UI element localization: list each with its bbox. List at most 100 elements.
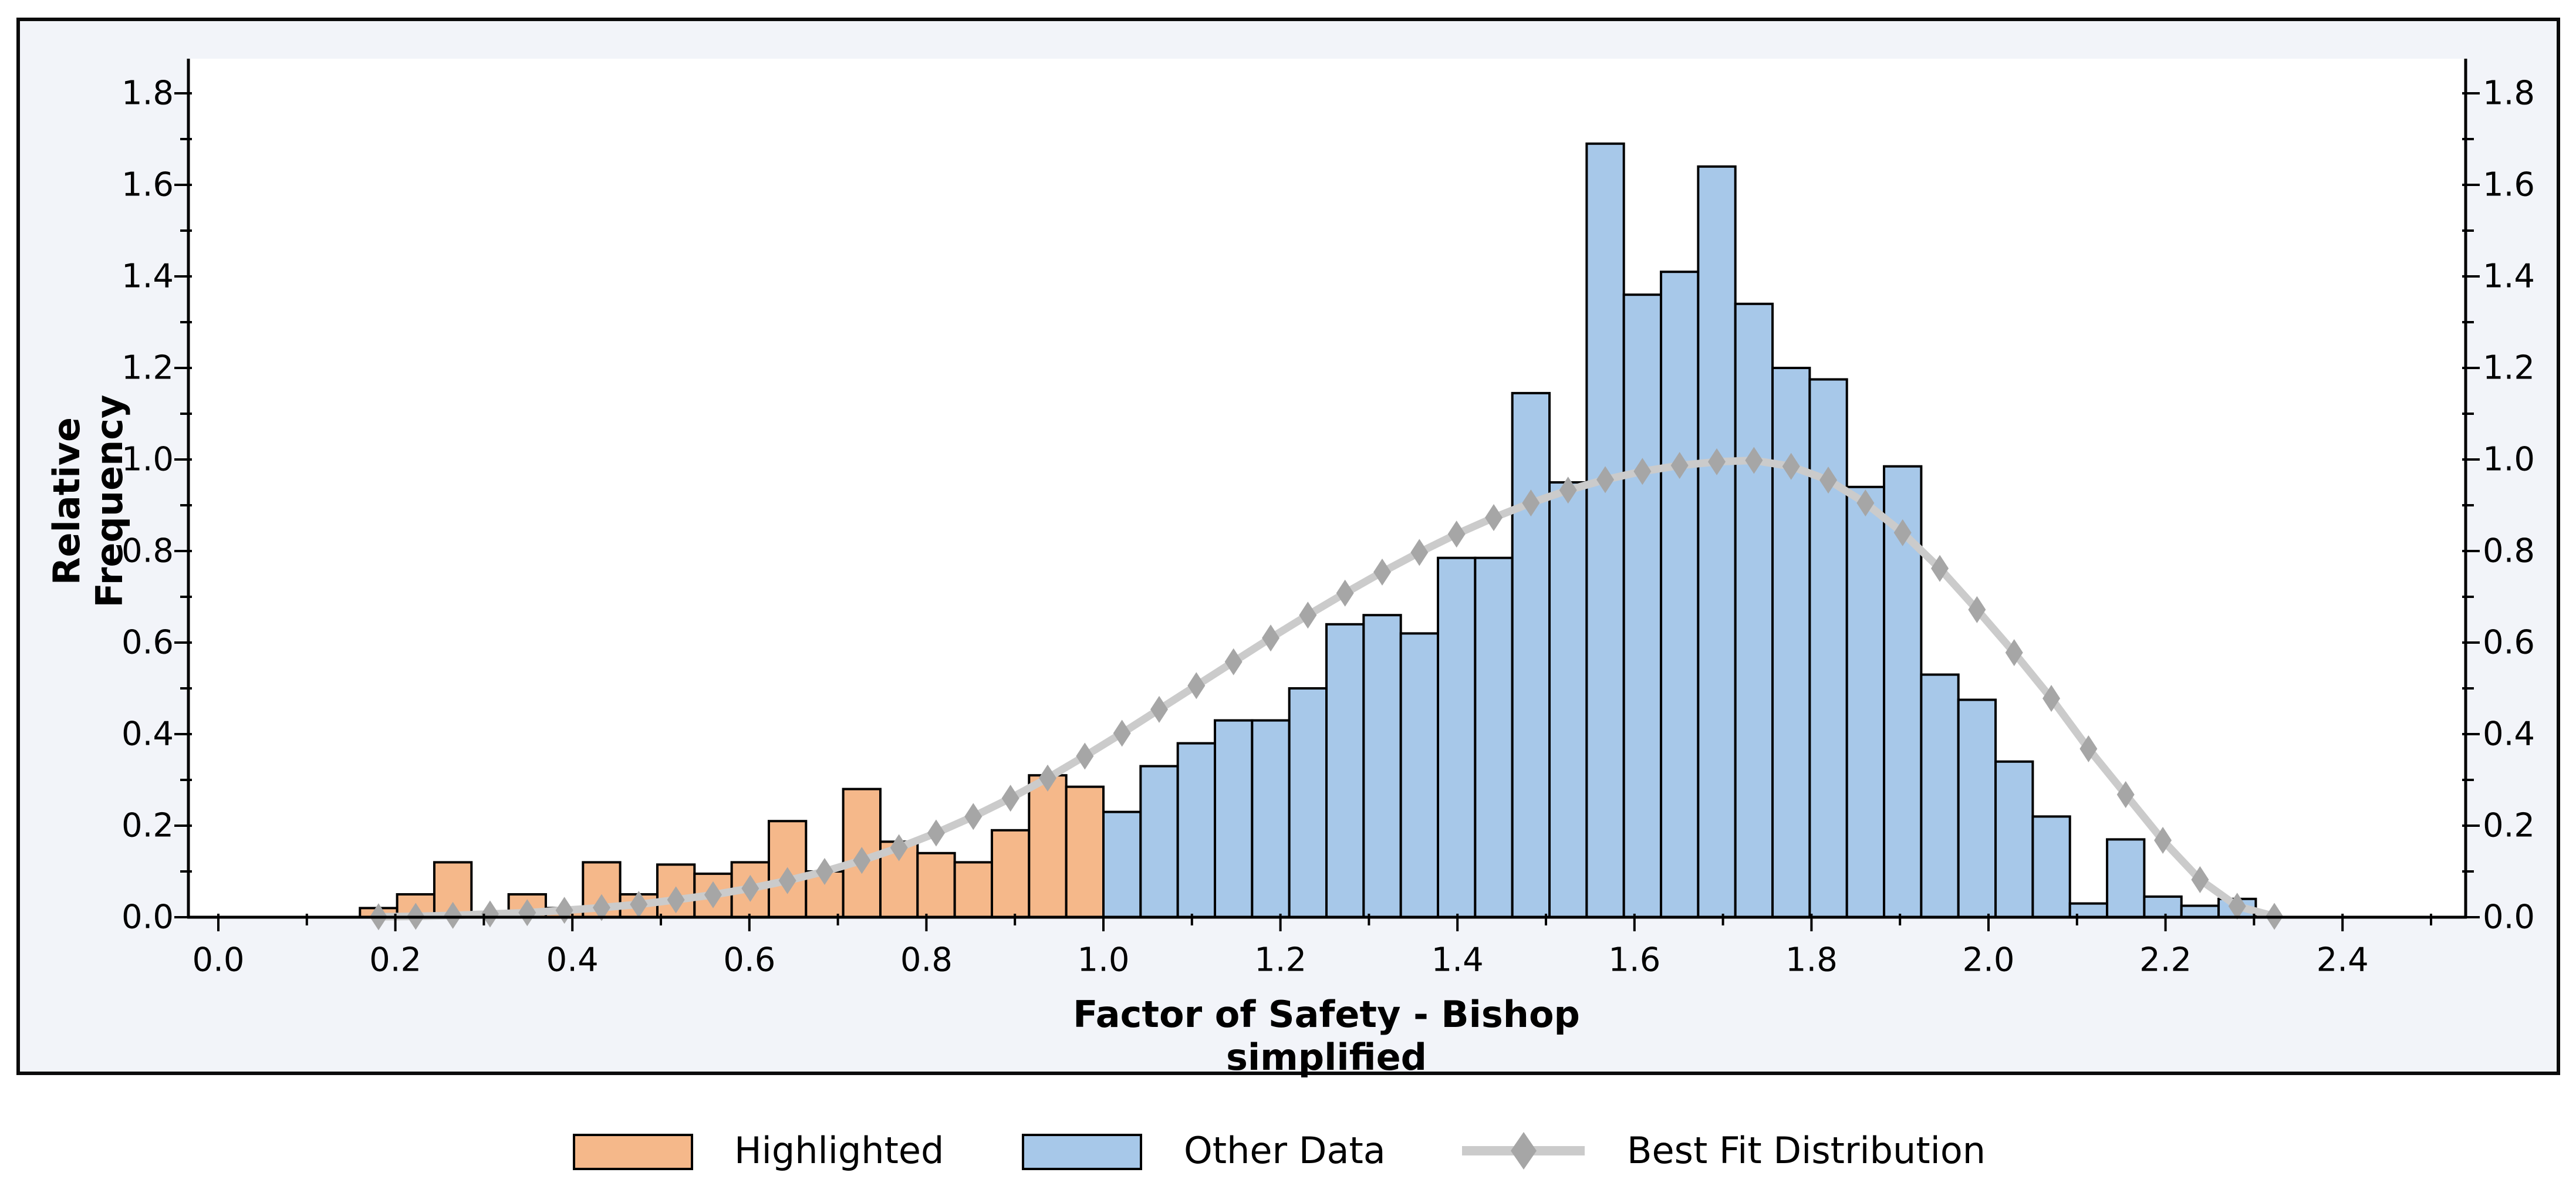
y-tick-label-right: 1.2 xyxy=(2483,349,2535,387)
bar-other-data xyxy=(1808,378,1848,918)
bar-other-data xyxy=(1734,302,1774,918)
best-fit-diamond-marker xyxy=(518,899,536,927)
x-tick-label: 2.4 xyxy=(2317,941,2369,979)
y-tick-label-left: 0.0 xyxy=(121,898,174,937)
best-fit-diamond-marker xyxy=(630,891,648,918)
bar-other-data xyxy=(1845,485,1886,918)
best-fit-diamond-marker xyxy=(1968,596,1986,623)
y-tick-label-right: 0.2 xyxy=(2483,807,2535,845)
best-fit-diamond-marker xyxy=(741,874,759,902)
bar-other-data xyxy=(1697,165,1737,918)
best-fit-diamond-marker xyxy=(1856,489,1875,517)
x-tick-label: 2.0 xyxy=(1962,941,2014,979)
x-tick-label: 1.8 xyxy=(1785,941,1838,979)
x-tick-label: 1.0 xyxy=(1077,941,1129,979)
best-fit-diamond-marker xyxy=(1893,519,1912,546)
best-fit-diamond-marker xyxy=(1113,719,1131,747)
x-tick-label: 0.0 xyxy=(192,941,244,979)
bar-highlighted xyxy=(990,829,1031,919)
bar-other-data xyxy=(2143,895,2183,919)
bar-other-data xyxy=(1585,142,1625,918)
y-tick-label-left: 1.2 xyxy=(121,349,174,387)
best-fit-diamond-marker xyxy=(1299,602,1317,629)
y-tick-label-right: 1.8 xyxy=(2483,75,2535,113)
bar-other-data xyxy=(2068,902,2109,918)
best-fit-diamond-marker xyxy=(1224,648,1243,675)
bar-other-data xyxy=(2031,815,2071,919)
y-tick-label-right: 1.6 xyxy=(2483,166,2535,204)
best-fit-diamond-marker xyxy=(2005,639,2023,667)
best-fit-diamond-marker xyxy=(1782,452,1800,480)
best-fit-diamond-marker xyxy=(481,900,499,928)
best-fit-diamond-marker xyxy=(1559,477,1577,504)
x-tick-label: 0.6 xyxy=(723,941,775,979)
y-axis-title: Relative Frequency xyxy=(45,394,131,608)
bar-other-data xyxy=(1474,556,1514,918)
bar-other-data xyxy=(1548,481,1588,918)
bar-other-data xyxy=(2180,904,2220,918)
y-tick-label-right: 0.0 xyxy=(2483,898,2535,937)
best-fit-diamond-marker xyxy=(1001,785,1019,812)
bar-other-data xyxy=(1288,687,1328,918)
bar-other-data xyxy=(1139,765,1179,918)
x-axis-title: Factor of Safety - Bishop simplified xyxy=(1073,993,1580,1079)
best-fit-diamond-marker xyxy=(1522,489,1540,517)
x-tick-label: 0.2 xyxy=(369,941,421,979)
best-fit-diamond-marker xyxy=(704,881,722,908)
bar-other-data xyxy=(1920,673,1960,918)
y-tick-label-right: 0.4 xyxy=(2483,715,2535,753)
best-fit-diamond-marker xyxy=(2116,780,2135,808)
y-tick-label-left: 1.8 xyxy=(121,75,174,113)
best-fit-line xyxy=(378,457,2275,921)
bar-other-data xyxy=(1437,556,1477,918)
bar-highlighted xyxy=(953,861,993,919)
bar-other-data xyxy=(1957,698,1997,918)
bar-other-data xyxy=(1511,391,1551,918)
bar-highlighted xyxy=(916,851,956,919)
best-fit-diamond-marker xyxy=(592,894,610,921)
best-fit-diamond-marker xyxy=(1150,695,1169,723)
best-fit-diamond-marker xyxy=(2079,735,2098,762)
best-fit-diamond-marker xyxy=(1931,555,1949,582)
bar-highlighted xyxy=(1065,785,1105,918)
bar-other-data xyxy=(1251,719,1291,918)
best-fit-diamond-marker xyxy=(927,819,945,847)
best-fit-diamond-marker xyxy=(2154,826,2172,854)
best-fit-diamond-marker xyxy=(853,847,871,874)
best-fit-diamond-marker xyxy=(1262,624,1280,652)
best-fit-diamond-marker xyxy=(1708,448,1726,475)
best-fit-diamond-marker xyxy=(1819,467,1838,494)
best-fit-diamond-marker xyxy=(815,858,833,885)
y-tick-label-left: 0.4 xyxy=(121,715,174,753)
bar-other-data xyxy=(1176,742,1217,918)
x-tick-label: 2.2 xyxy=(2139,941,2192,979)
x-tick-label: 1.6 xyxy=(1608,941,1660,979)
bar-other-data xyxy=(1622,293,1663,919)
y-tick-label-left: 1.0 xyxy=(121,441,174,479)
y-tick-label-left: 1.4 xyxy=(121,258,174,296)
best-fit-diamond-marker xyxy=(1076,742,1094,770)
x-tick-label: 1.4 xyxy=(1432,941,1484,979)
legend-label-other-data: Other Data xyxy=(1184,1129,1386,1172)
best-fit-diamond-marker xyxy=(2228,893,2246,920)
best-fit-diamond-marker xyxy=(778,867,796,894)
y-tick-label-left: 1.6 xyxy=(121,166,174,204)
x-tick-label: 1.2 xyxy=(1254,941,1306,979)
y-tick-label-left: 0.8 xyxy=(121,532,174,570)
bar-other-data xyxy=(1399,632,1440,919)
bar-other-data xyxy=(1214,719,1254,918)
bar-other-data xyxy=(1660,271,1700,919)
best-fit-diamond-marker xyxy=(1410,539,1429,566)
best-fit-diamond-marker xyxy=(1187,672,1206,700)
best-fit-diamond-marker xyxy=(1670,452,1689,479)
y-tick-label-left: 0.6 xyxy=(121,624,174,662)
best-fit-diamond-marker xyxy=(1447,521,1466,548)
best-fit-diamond-marker xyxy=(964,803,983,830)
legend-label-best-fit: Best Fit Distribution xyxy=(1627,1129,1986,1172)
best-fit-diamond-marker xyxy=(890,834,908,861)
bar-other-data xyxy=(1325,623,1365,919)
y-tick-label-right: 1.0 xyxy=(2483,441,2535,479)
legend-swatch-other-data xyxy=(1022,1134,1142,1170)
